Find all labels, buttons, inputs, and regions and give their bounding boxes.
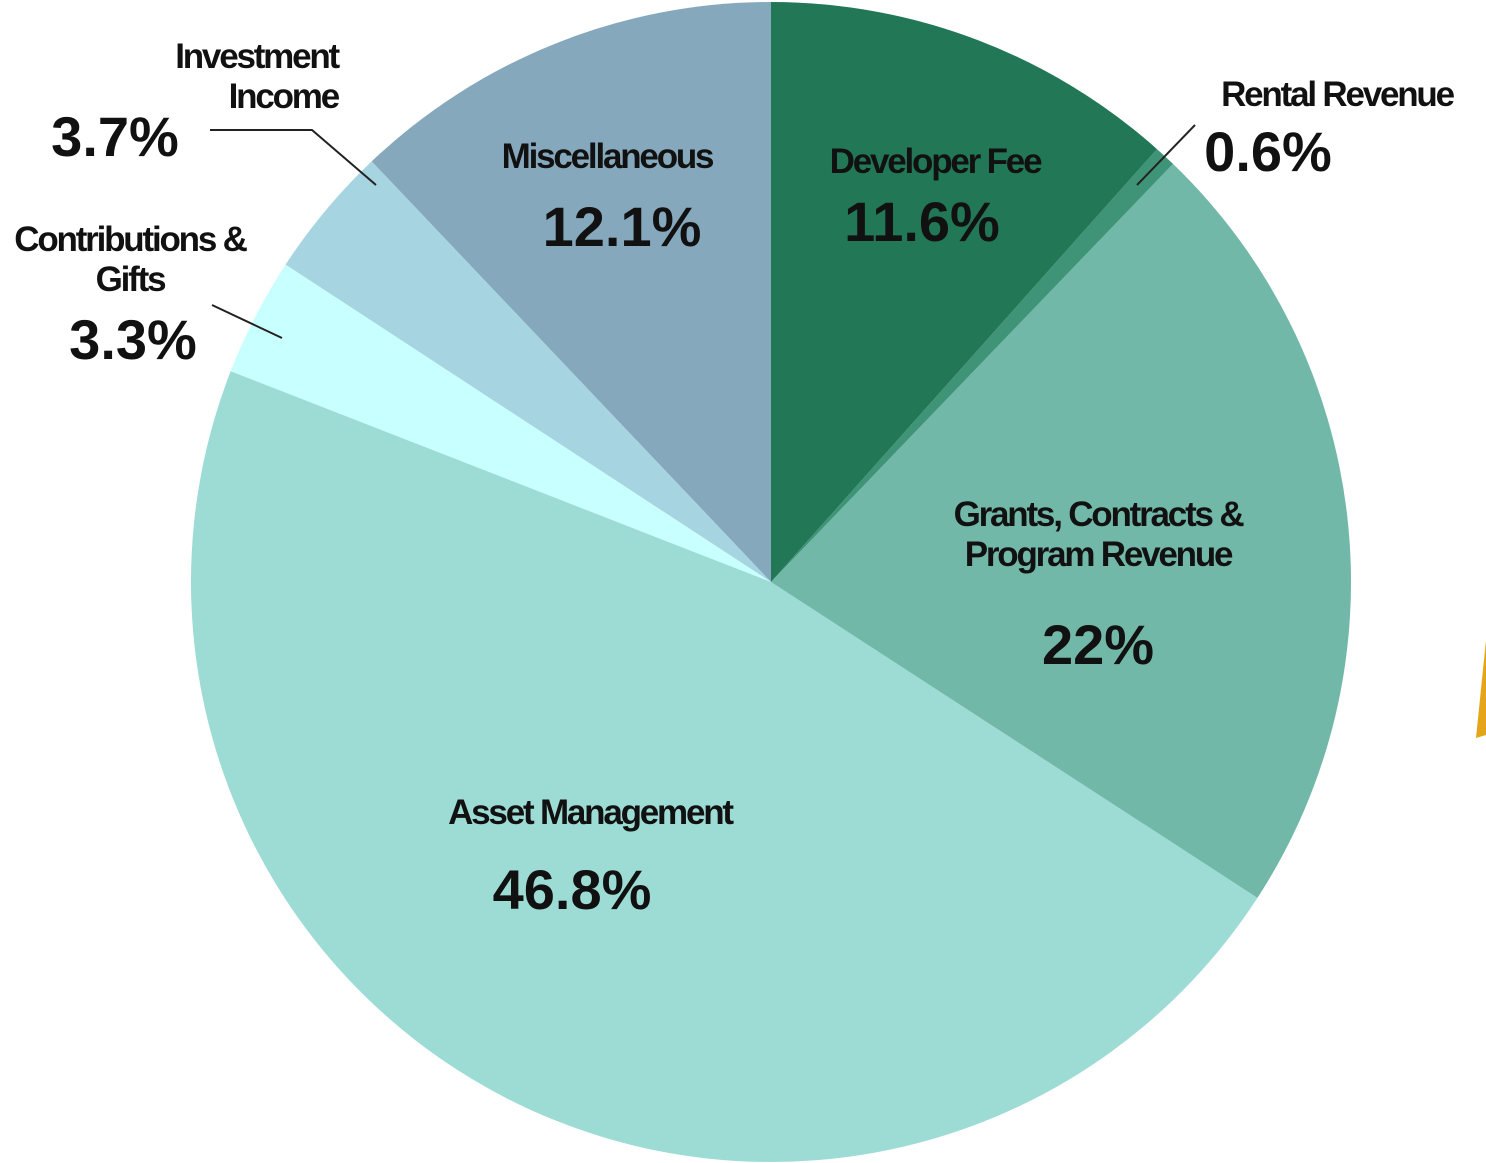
leader-line: [211, 304, 283, 339]
pie-slice: [230, 264, 771, 582]
slice-label: Grants, Contracts & Program Revenue: [953, 495, 1245, 574]
slice-label: Investment Income: [175, 37, 340, 116]
pie-slice: [771, 2, 1157, 582]
pie-slice: [285, 161, 771, 582]
value-label: 3.7%: [51, 105, 179, 168]
slice-label: Asset Management: [448, 793, 734, 832]
slice-label: Rental Revenue: [1221, 75, 1455, 114]
leader-line: [1136, 124, 1196, 186]
value-label: 3.3%: [69, 308, 197, 371]
slice-label: Contributions & Gifts: [14, 220, 248, 299]
value-label: 46.8%: [492, 858, 652, 921]
slice-label: Miscellaneous: [501, 137, 715, 176]
leader-line: [210, 129, 377, 186]
pie-slice: [771, 149, 1173, 582]
value-label: 12.1%: [542, 195, 702, 258]
pie-slice: [190, 371, 1258, 1162]
value-label: 0.6%: [1204, 120, 1332, 183]
value-label: 11.6%: [844, 190, 1000, 253]
value-label: 22%: [1041, 613, 1155, 676]
decoration: [1476, 640, 1486, 738]
pie-slice: [371, 2, 771, 582]
pie-slice: [771, 163, 1351, 898]
slice-label: Developer Fee: [829, 142, 1043, 181]
